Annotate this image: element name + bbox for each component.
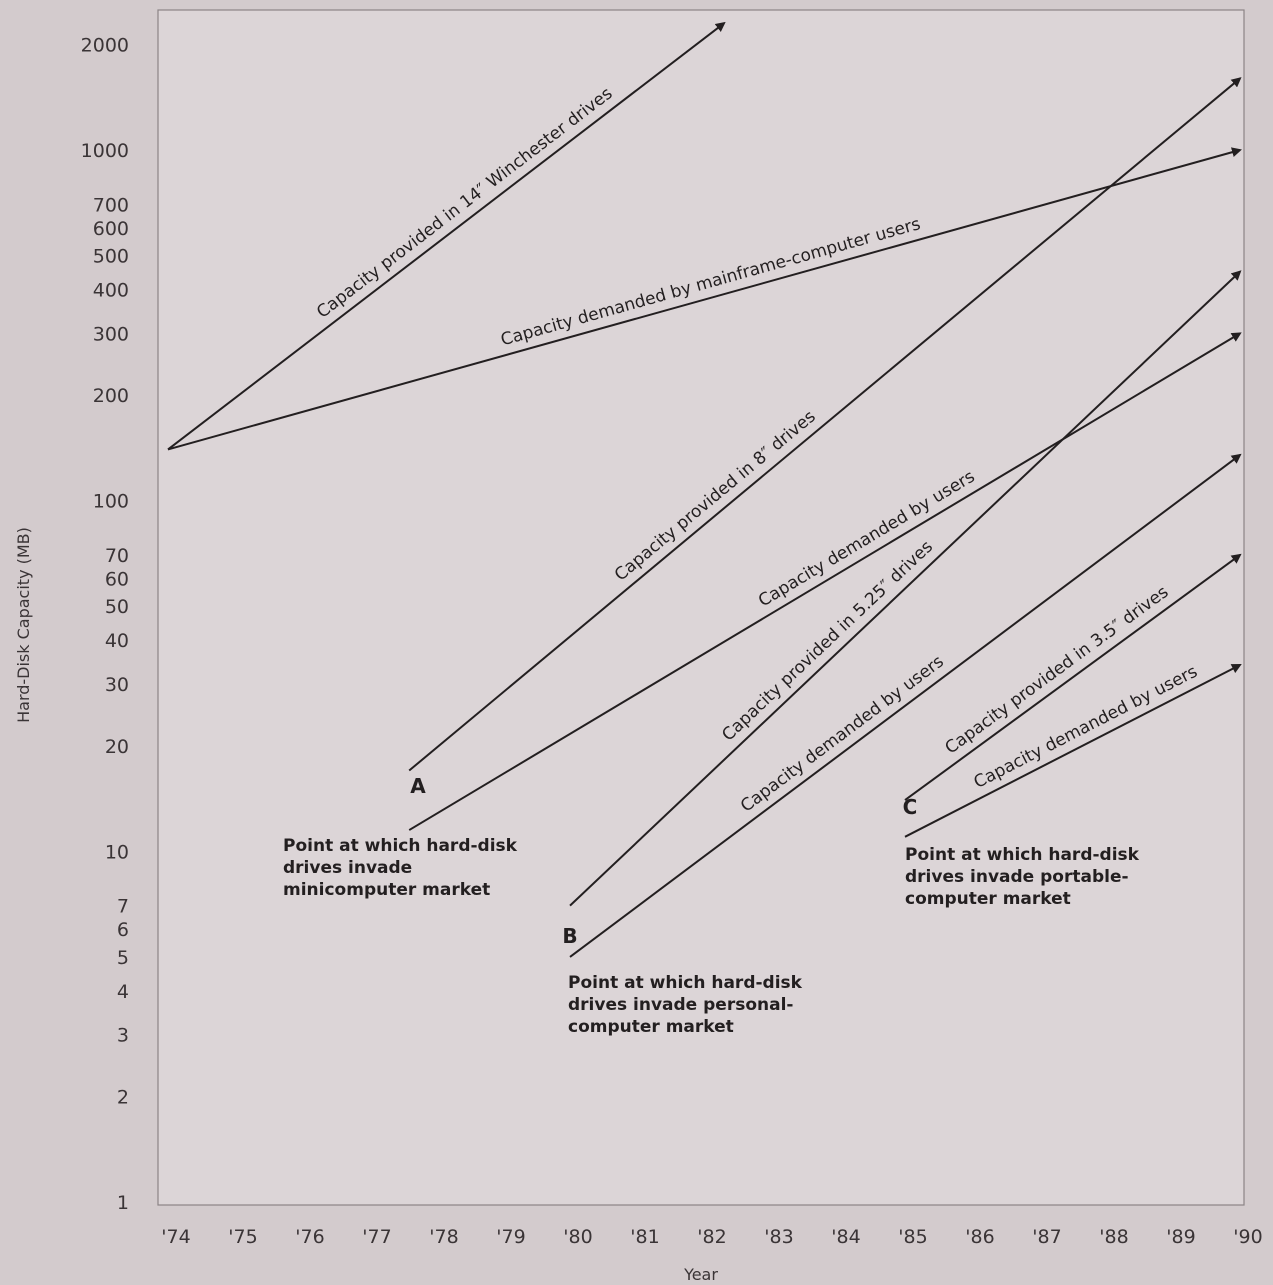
y-tick-label: 2 bbox=[117, 1086, 129, 1108]
y-tick-label: 10 bbox=[105, 841, 129, 863]
x-tick-label: '78 bbox=[429, 1226, 458, 1248]
plot-area bbox=[157, 9, 1245, 1206]
series-line bbox=[904, 664, 1242, 838]
x-tick-label: '83 bbox=[764, 1226, 793, 1248]
x-tick-label: '81 bbox=[630, 1226, 659, 1248]
y-tick-label: 500 bbox=[93, 246, 129, 268]
series-line bbox=[408, 77, 1242, 772]
x-tick-label: '77 bbox=[362, 1226, 391, 1248]
series-line bbox=[408, 332, 1242, 831]
annotation-letter: A bbox=[410, 774, 426, 798]
x-axis-ticks: '74 '75 '76 '77 '78 '79 '80 '81 '82 '83 '84 '85 '86 '… bbox=[161, 1226, 1262, 1248]
y-tick-label: 600 bbox=[93, 218, 129, 240]
y-tick-label: 2000 bbox=[81, 34, 129, 56]
series-line bbox=[569, 453, 1242, 958]
x-tick-label: '85 bbox=[898, 1226, 927, 1248]
annotation-text-line: minicomputer market bbox=[283, 880, 490, 900]
x-tick-label: '75 bbox=[228, 1226, 257, 1248]
annotation-text-line: drives invade personal- bbox=[568, 995, 793, 1015]
x-tick-label: '80 bbox=[563, 1226, 592, 1248]
annotation-text-line: Point at which hard-disk bbox=[283, 836, 518, 856]
x-axis-title: Year bbox=[683, 1265, 718, 1284]
x-tick-label: '76 bbox=[295, 1226, 324, 1248]
y-tick-label: 1 bbox=[117, 1192, 129, 1214]
y-tick-label: 200 bbox=[93, 385, 129, 407]
y-axis-title: Hard-Disk Capacity (MB) bbox=[14, 527, 33, 723]
x-tick-label: '84 bbox=[831, 1226, 860, 1248]
y-tick-label: 400 bbox=[93, 280, 129, 302]
x-tick-label: '82 bbox=[697, 1226, 726, 1248]
annotation-letter: C bbox=[903, 795, 918, 819]
y-tick-label: 20 bbox=[105, 736, 129, 758]
x-tick-label: '86 bbox=[965, 1226, 994, 1248]
x-tick-label: '79 bbox=[496, 1226, 525, 1248]
annotation-text-line: computer market bbox=[905, 889, 1071, 909]
series-line bbox=[167, 21, 726, 451]
y-tick-label: 30 bbox=[105, 674, 129, 696]
y-tick-label: 3 bbox=[117, 1025, 129, 1047]
series-line bbox=[569, 270, 1242, 907]
y-tick-label: 60 bbox=[105, 568, 129, 590]
y-tick-label: 7 bbox=[117, 896, 129, 918]
x-tick-label: '90 bbox=[1233, 1226, 1262, 1248]
y-tick-label: 5 bbox=[117, 947, 129, 969]
annotation-text-line: drives invade bbox=[283, 858, 412, 878]
annotation-text-line: drives invade portable- bbox=[905, 867, 1129, 887]
series-line bbox=[167, 147, 1242, 451]
x-tick-label: '74 bbox=[161, 1226, 190, 1248]
x-tick-label: '89 bbox=[1166, 1226, 1195, 1248]
y-tick-label: 4 bbox=[117, 981, 129, 1003]
x-tick-label: '87 bbox=[1032, 1226, 1061, 1248]
y-tick-label: 300 bbox=[93, 323, 129, 345]
y-tick-label: 6 bbox=[117, 919, 129, 941]
annotation-text-line: Point at which hard-disk bbox=[905, 845, 1140, 865]
series-lines bbox=[167, 21, 1242, 958]
series-line bbox=[904, 553, 1242, 801]
y-tick-label: 40 bbox=[105, 630, 129, 652]
y-tick-label: 700 bbox=[93, 194, 129, 216]
annotation-letter: B bbox=[562, 924, 577, 948]
annotation-text-line: computer market bbox=[568, 1017, 734, 1037]
y-tick-label: 70 bbox=[105, 545, 129, 567]
annotation-text-line: Point at which hard-disk bbox=[568, 973, 803, 993]
x-tick-label: '88 bbox=[1099, 1226, 1128, 1248]
y-tick-label: 50 bbox=[105, 596, 129, 618]
y-tick-label: 100 bbox=[93, 491, 129, 513]
y-tick-label: 1000 bbox=[81, 140, 129, 162]
